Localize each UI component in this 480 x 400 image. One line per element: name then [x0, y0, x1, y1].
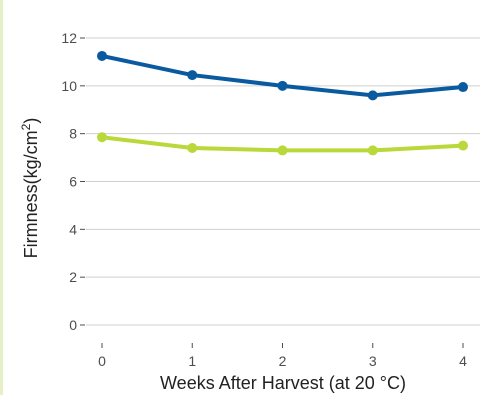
y-axis-label: Firmness(kg/cm2): [19, 118, 41, 259]
series-1-point: [97, 50, 107, 61]
series-1-point: [187, 70, 198, 81]
y-axis-label-superscript: 2: [19, 123, 33, 130]
y-tick-label: 4: [69, 221, 77, 237]
x-axis-ticks: 0 1 2 3 4: [98, 343, 467, 369]
y-tick-label: 8: [69, 126, 77, 142]
left-border-strip: [0, 0, 3, 395]
x-tick-label: 0: [98, 353, 106, 369]
y-tick-label: 10: [61, 78, 77, 94]
y-tick-label: 2: [69, 269, 77, 285]
y-tick-label: 0: [69, 317, 77, 333]
series-1-point: [277, 80, 288, 91]
series-1-point: [367, 90, 378, 101]
series-2-point: [277, 145, 288, 156]
series-1-point: [458, 82, 468, 93]
y-axis-label-main: Firmness(kg/cm: [21, 130, 41, 258]
x-tick-label: 3: [369, 353, 377, 369]
x-tick-label: 4: [459, 353, 467, 369]
series-2-point: [458, 140, 468, 151]
x-axis-label: Weeks After Harvest (at 20 °C): [160, 373, 406, 393]
x-tick-label: 1: [188, 353, 196, 369]
y-tick-label: 12: [61, 30, 77, 46]
series-lines: [97, 50, 468, 156]
series-2-point: [187, 143, 198, 154]
series-2-point: [97, 132, 107, 143]
y-axis-label-tail: ): [21, 118, 41, 124]
x-tick-label: 2: [279, 353, 287, 369]
y-tick-label: 6: [69, 174, 77, 190]
series-2-point: [367, 145, 378, 156]
y-axis-ticks: 0 2 4 6 8 10 12: [61, 30, 85, 333]
